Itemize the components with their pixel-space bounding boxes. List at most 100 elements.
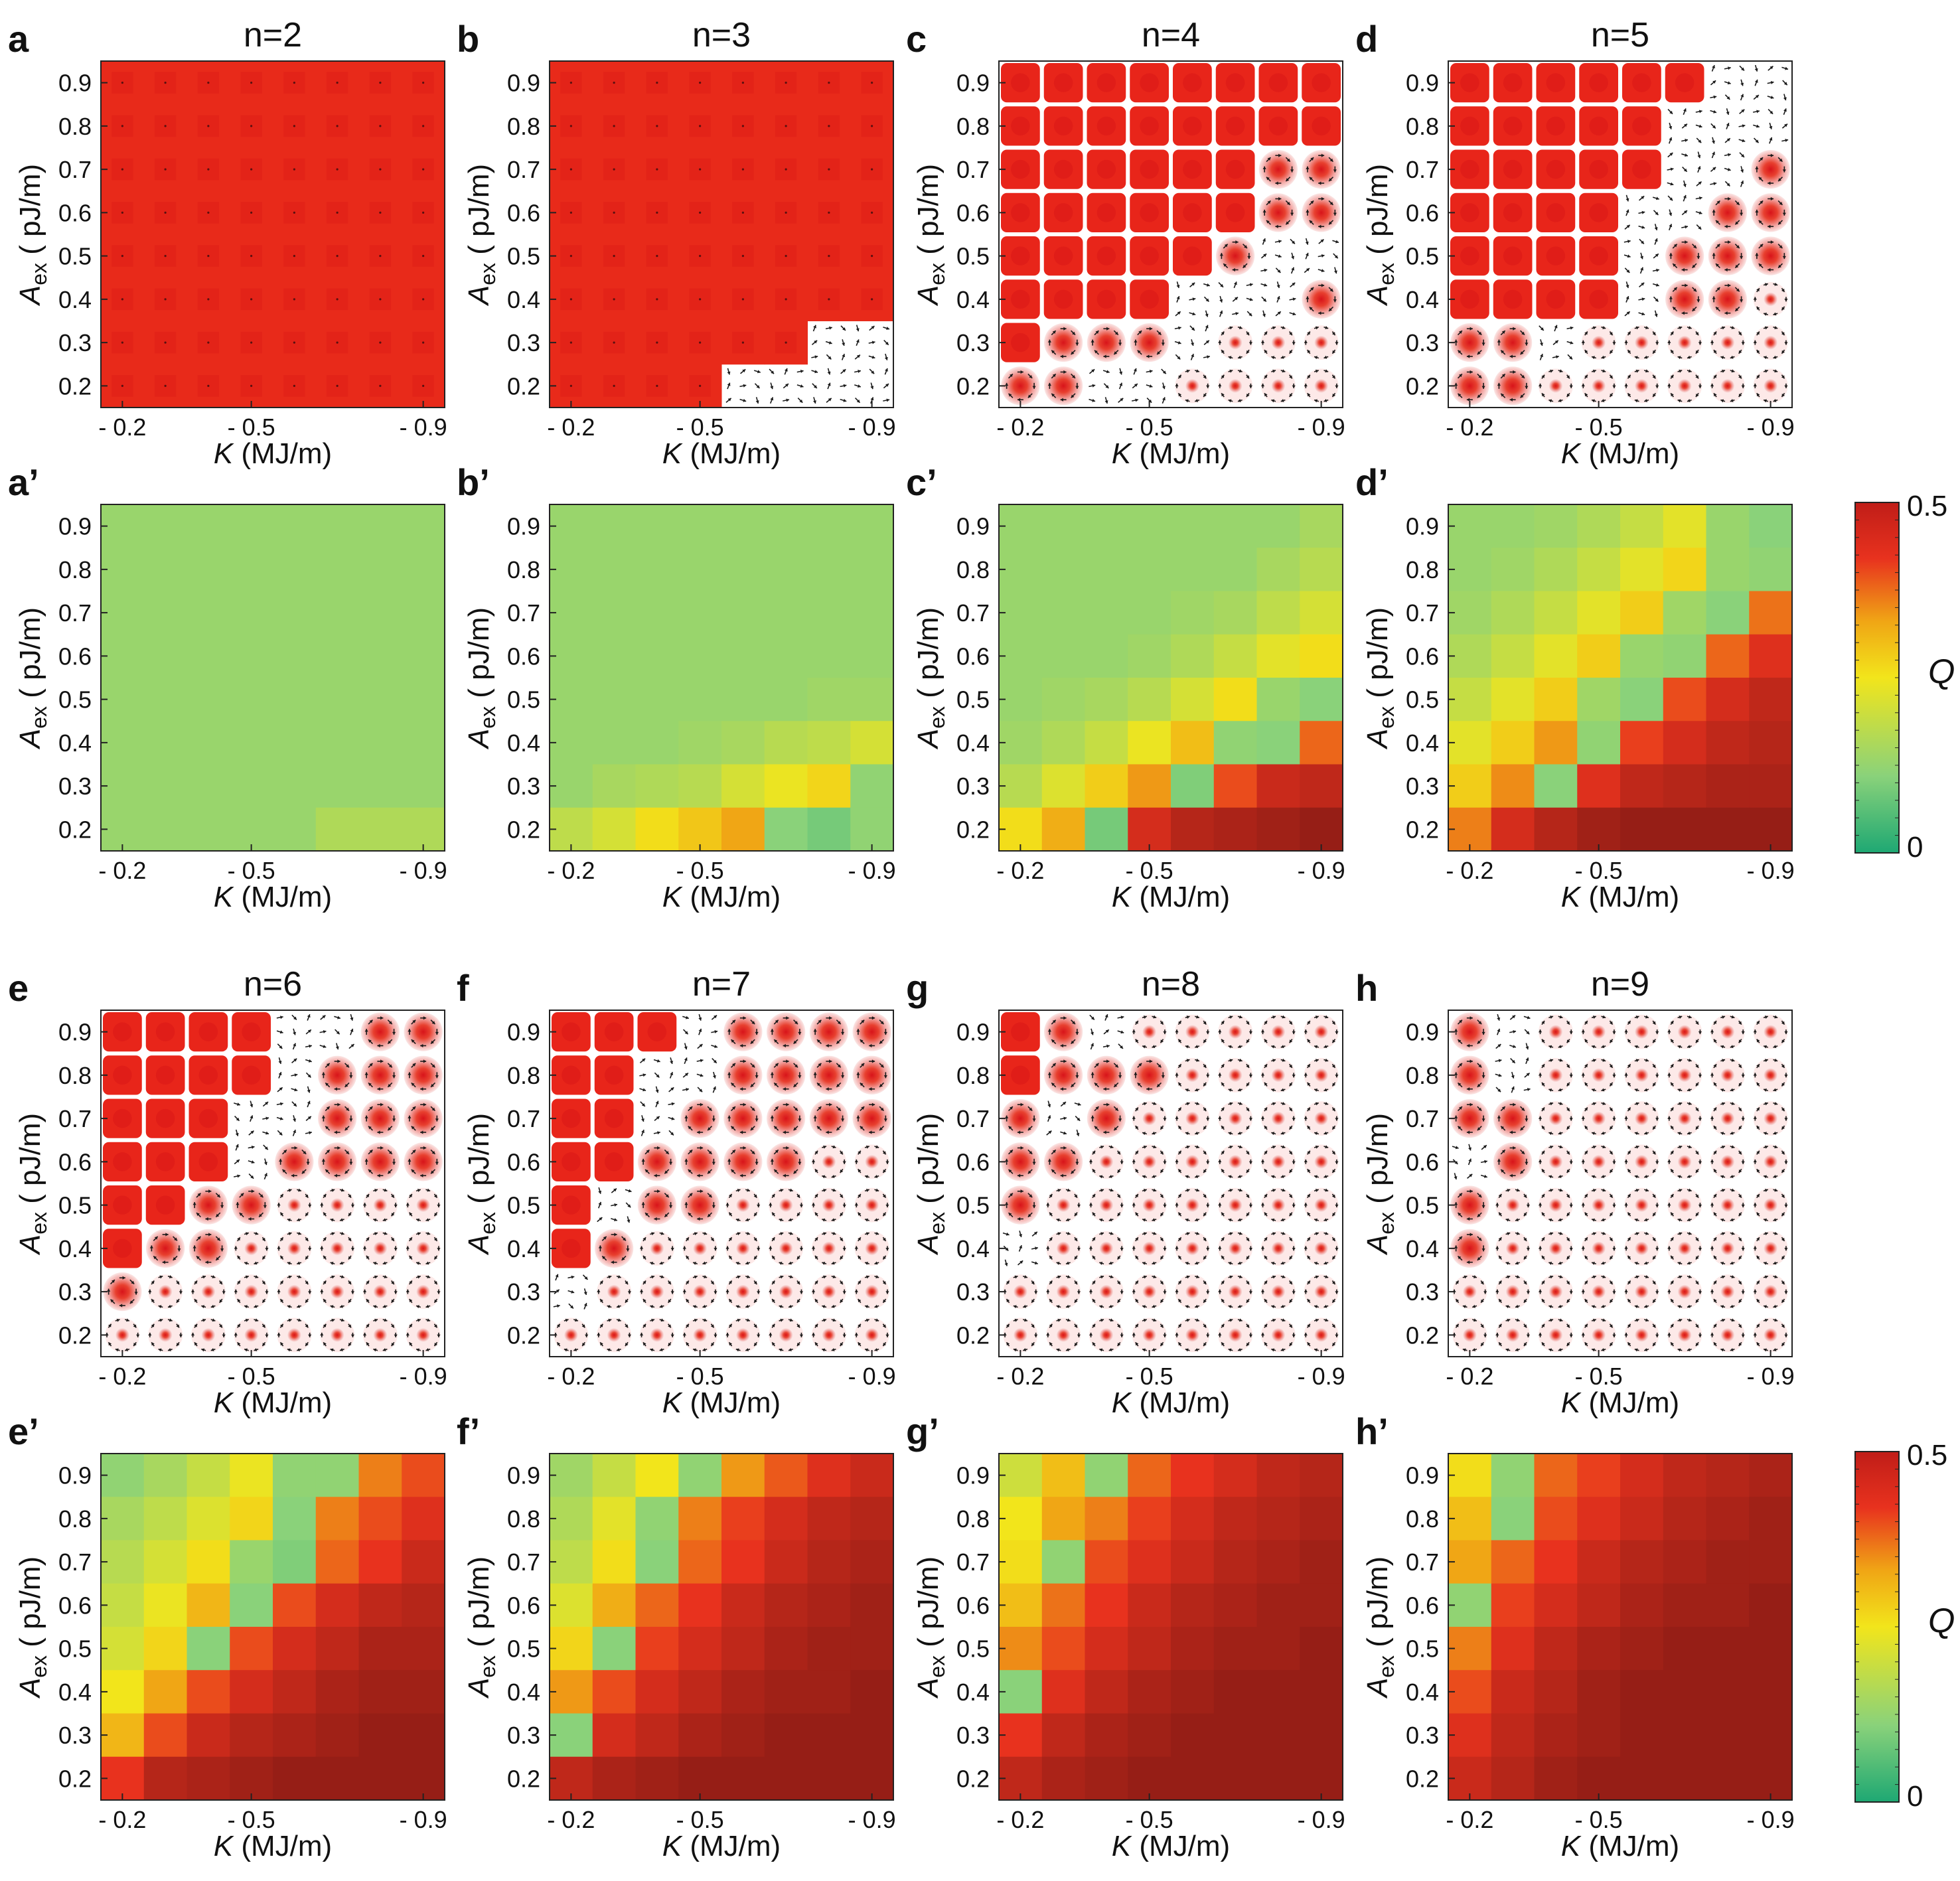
- y-tick-label: 0.5: [58, 686, 92, 714]
- spin-arrow-head: [294, 1073, 298, 1077]
- q-cell: [807, 678, 851, 721]
- skyrmion-core: [1592, 335, 1606, 350]
- spin-cell: [1539, 325, 1574, 360]
- skyrmion-core: [822, 1155, 836, 1169]
- spin-cell: [1624, 194, 1659, 231]
- q-cell: [999, 591, 1043, 635]
- spin-arrow-head: [108, 1342, 112, 1346]
- spin-cell: [635, 190, 679, 235]
- spin-cell: [1450, 63, 1489, 103]
- spin-cell: [362, 1231, 398, 1266]
- spin-cell: [552, 1229, 591, 1268]
- spin-dot: [250, 298, 253, 301]
- q-cell: [101, 591, 145, 635]
- spin-arrow-head: [1162, 397, 1166, 401]
- spin-dot: [207, 298, 210, 301]
- spin-arrow-head: [1713, 182, 1717, 186]
- spin-cell: [1450, 106, 1489, 146]
- spin-cell: [315, 190, 359, 235]
- q-cell: [1085, 807, 1128, 852]
- y-tick-label: 0.3: [507, 329, 540, 356]
- spin-cell: [1173, 63, 1212, 103]
- spin-arrow-head: [1032, 386, 1036, 389]
- spin-dot: [207, 211, 210, 214]
- spin-arrow-head: [433, 1281, 437, 1285]
- q-cell: [592, 764, 637, 808]
- spin-dot: [379, 82, 382, 84]
- spin-arrow-head: [1477, 351, 1481, 355]
- spin-cell: [725, 1231, 761, 1266]
- x-tick-label: - 0.9: [1298, 857, 1345, 884]
- spin-arrow-head: [279, 1158, 283, 1162]
- spin-arrow-head: [377, 1130, 380, 1134]
- spin-arrow-head: [1206, 385, 1210, 388]
- spin-dot: [569, 125, 572, 127]
- spin-arrow-head: [1698, 139, 1702, 143]
- spin-arrow-head: [1710, 383, 1714, 387]
- spin-arrow-head: [812, 400, 816, 404]
- spin-arrow-head: [886, 327, 889, 331]
- bubble-core: [562, 1065, 581, 1085]
- q-cell: [402, 634, 445, 678]
- spin-arrow-head: [112, 1280, 115, 1284]
- spin-arrow-head: [388, 1064, 392, 1068]
- y-tick-label: 0.7: [507, 599, 540, 627]
- spin-arrow-head: [1052, 331, 1056, 335]
- spin-arrow-head: [1764, 326, 1768, 330]
- spin-arrow-head: [431, 1150, 435, 1154]
- y-tick-label: 0.4: [58, 1235, 92, 1262]
- spin-arrow-head: [262, 1343, 266, 1347]
- spin-arrow-head: [431, 1040, 434, 1044]
- spin-arrow-head: [1554, 325, 1558, 329]
- q-cell: [1663, 807, 1707, 852]
- spin-arrow-head: [1602, 326, 1606, 329]
- q-cell: [1534, 504, 1578, 548]
- spin-arrow-head: [743, 384, 747, 388]
- spin-cell: [1175, 1057, 1210, 1092]
- spin-dot: [164, 168, 167, 171]
- spin-arrow-head: [1655, 298, 1659, 302]
- y-tick-label: 0.4: [507, 286, 540, 313]
- spin-arrow-head: [305, 1237, 309, 1241]
- spin-arrow-head: [1656, 268, 1659, 272]
- spin-cell: [187, 190, 230, 235]
- spin-cell: [678, 277, 722, 321]
- spin-arrow-head: [1459, 331, 1462, 335]
- spin-dot: [336, 384, 339, 387]
- q-cell: [315, 591, 360, 635]
- spin-arrow-head: [297, 1218, 301, 1222]
- spin-arrow-head: [392, 1118, 396, 1122]
- spin-arrow-head: [1291, 267, 1295, 271]
- spin-arrow-head: [346, 1064, 349, 1068]
- spin-arrow-head: [1323, 355, 1327, 359]
- spin-arrow-head: [368, 1039, 372, 1043]
- q-cell: [1534, 548, 1578, 592]
- q-cell: [764, 678, 808, 721]
- spin-arrow-head: [1260, 340, 1265, 343]
- spin-arrow-head: [1321, 269, 1325, 273]
- spin-cell: [1132, 1014, 1167, 1049]
- spin-arrow-head: [1229, 369, 1233, 373]
- spin-arrow-head: [298, 1231, 301, 1235]
- bubble-core: [242, 1022, 261, 1041]
- bubble-core: [1503, 289, 1523, 309]
- spin-dot: [871, 82, 873, 84]
- spin-cell: [1087, 149, 1126, 189]
- q-cell: [764, 504, 808, 548]
- y-tick-label: 0.7: [507, 156, 540, 183]
- spin-arrow-head: [1753, 383, 1757, 387]
- spin-arrow-head: [408, 1158, 412, 1162]
- spin-arrow-head: [1773, 312, 1777, 316]
- spin-arrow-head: [1627, 374, 1631, 378]
- spin-arrow-head: [1584, 393, 1588, 397]
- bubble-core: [1183, 246, 1202, 265]
- spin-arrow-head: [263, 1205, 267, 1209]
- spin-arrow-head: [394, 1334, 398, 1337]
- spin-arrow-head: [237, 1342, 241, 1346]
- spin-arrow-head: [1756, 393, 1760, 397]
- spin-arrow-head: [1712, 253, 1716, 256]
- spin-cell: [592, 147, 636, 192]
- spin-arrow-head: [350, 1291, 355, 1294]
- spin-arrow-head: [1741, 385, 1745, 388]
- spin-cell: [764, 321, 808, 365]
